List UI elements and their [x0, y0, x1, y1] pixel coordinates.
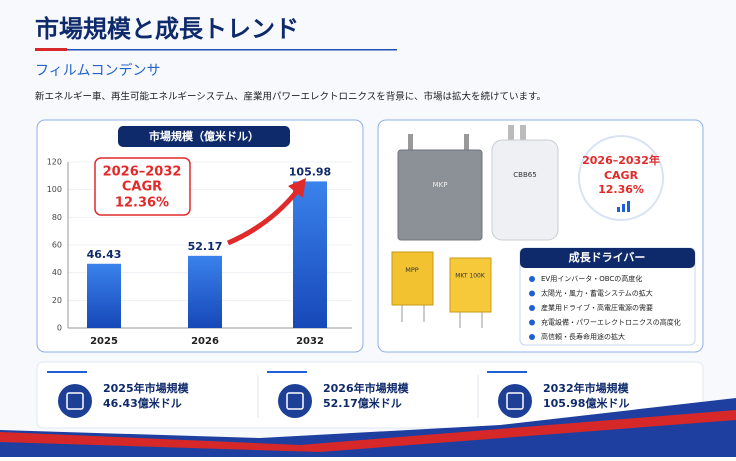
- title-accent: [35, 48, 67, 51]
- cagr-badge: [578, 135, 664, 221]
- stat-icon-glyph: [66, 392, 84, 410]
- drivers-list: EV用インバータ・OBCの高度化太陽光・風力・蓄電システムの拡大産業用ドライブ・…: [529, 274, 681, 341]
- driver-item: 産業用ドライブ・高電圧電源の需要: [541, 303, 653, 312]
- stat-value: 52.17億米ドル: [323, 396, 402, 410]
- bullet: [529, 334, 535, 340]
- bullet: [529, 319, 535, 326]
- bullet: [529, 290, 535, 297]
- bar: [188, 255, 222, 328]
- stat-label: 2026年市場規模: [323, 381, 410, 395]
- growth-arrow: [227, 188, 300, 246]
- x-tick-label: 2025: [90, 336, 118, 347]
- stat-value: 105.98億米ドル: [543, 396, 629, 410]
- capacitor-label: MKT 100K: [455, 273, 486, 280]
- growth-icon: [617, 201, 630, 212]
- y-tick-label: 0: [57, 324, 62, 333]
- bar: [293, 181, 327, 328]
- y-tick-label: 20: [52, 296, 62, 305]
- arrow-head: [288, 178, 306, 198]
- y-tick-label: 60: [52, 241, 62, 250]
- stat-icon: [278, 384, 312, 418]
- stat-label: 2025年市場規模: [103, 381, 190, 395]
- bar-chart: 0 20 40 60 80 100 120 46.43 2025 52.17 2026 105.98 2…: [47, 158, 352, 347]
- driver-item: EV用インバータ・OBCの高度化: [541, 274, 642, 283]
- drivers-header: [520, 248, 695, 268]
- y-tick-label: 80: [52, 213, 62, 222]
- capacitors: MKP CBB65 MPP MKT 100K: [391, 125, 559, 328]
- capacitor-label: MKP: [433, 181, 448, 189]
- title-rule: [67, 49, 397, 51]
- y-tick-label: 40: [52, 268, 62, 277]
- bar-value-label: 46.43: [87, 248, 122, 261]
- driver-item: 充電設備・パワーエレクトロニクスの高度化: [541, 318, 681, 327]
- x-tick-label: 2032: [296, 336, 324, 347]
- badge-line: 2026–2032年: [582, 153, 660, 167]
- stats-strip: [36, 361, 704, 429]
- badge-line: 12.36%: [598, 183, 644, 196]
- drivers-title: 成長ドライバー: [569, 250, 646, 264]
- stat-value: 46.43億米ドル: [103, 396, 182, 410]
- bar-value-label: 105.98: [289, 165, 331, 178]
- bar: [87, 263, 121, 328]
- y-tick-label: 120: [47, 158, 62, 167]
- bar-value-label: 52.17: [188, 240, 223, 253]
- description: 新エネルギー車、再生可能エネルギーシステム、産業用パワーエレクトロニクスを背景に…: [35, 91, 546, 103]
- stat-icon-glyph: [286, 392, 304, 410]
- y-tick-label: 100: [47, 185, 62, 194]
- bullet: [529, 305, 535, 311]
- cagr-line: CAGR: [122, 180, 162, 195]
- cagr-box: [94, 157, 191, 216]
- badge-line: CAGR: [604, 169, 639, 182]
- subtitle: フィルムコンデンサ: [35, 62, 160, 79]
- driver-item: 高信頼・長寿命用途の拡大: [541, 332, 625, 341]
- capacitor-label: MPP: [405, 266, 419, 274]
- stat-icon: [498, 384, 532, 418]
- capacitor-label: CBB65: [513, 171, 536, 179]
- cagr-line: 12.36%: [115, 196, 169, 211]
- bullet: [529, 276, 535, 282]
- driver-item: 太陽光・風力・蓄電システムの拡大: [541, 289, 653, 298]
- stat-icon: [58, 384, 92, 418]
- cagr-line: 2026–2032: [103, 165, 182, 180]
- x-tick-label: 2026: [191, 336, 219, 347]
- stat-icon-glyph: [506, 392, 524, 410]
- stat-label: 2032年市場規模: [543, 381, 630, 395]
- chart-title-pill: [118, 126, 290, 147]
- footer-wave-red: [0, 410, 736, 452]
- chart-title: 市場規模（億米ドル）: [149, 129, 259, 143]
- title: 市場規模と成長トレンド: [35, 15, 299, 43]
